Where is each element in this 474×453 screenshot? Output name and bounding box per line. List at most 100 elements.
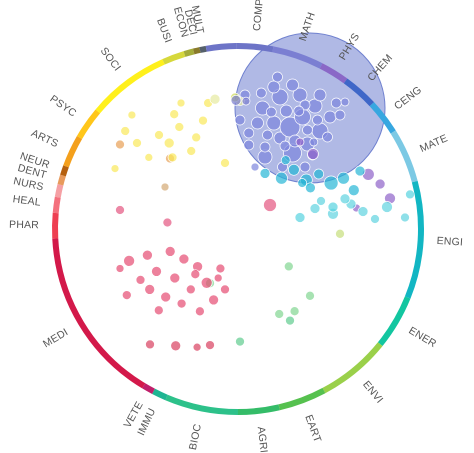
- data-bubble: [153, 305, 164, 316]
- data-bubble: [381, 201, 393, 213]
- data-bubble: [292, 87, 308, 103]
- data-bubble: [209, 93, 221, 105]
- ring-segment-econ: [183, 48, 195, 57]
- data-bubble: [169, 272, 181, 284]
- data-bubble: [334, 109, 346, 121]
- ring-segment-busi: [162, 51, 186, 65]
- ring-segment-engi: [404, 180, 424, 299]
- subject-label-eart: EART: [302, 413, 323, 444]
- data-bubble: [115, 139, 125, 150]
- data-bubble: [195, 306, 205, 317]
- subject-label-comp: COMP: [251, 0, 266, 31]
- data-bubble: [279, 140, 291, 152]
- data-bubble: [198, 115, 208, 126]
- data-bubble: [190, 269, 201, 280]
- subject-labels: COMP MATHPHYSCHEMCENGMATEENGIENERENVIEART…: [9, 0, 463, 453]
- data-bubble: [185, 284, 196, 295]
- subject-label-ener: ENER: [407, 325, 439, 351]
- data-bubble: [312, 114, 323, 126]
- data-bubble: [289, 306, 300, 317]
- subject-label-deci: DECI: [182, 8, 200, 36]
- data-bubble: [309, 203, 321, 214]
- ring-segment-arts: [63, 136, 83, 168]
- data-bubble: [230, 94, 242, 106]
- data-bubble: [316, 196, 326, 206]
- subject-label-mate: MATE: [418, 132, 450, 155]
- data-bubble: [330, 97, 342, 109]
- data-bubble: [208, 294, 219, 306]
- data-bubble: [191, 132, 202, 143]
- data-bubble: [370, 214, 380, 224]
- data-bubble: [178, 253, 190, 265]
- data-bubble: [265, 106, 277, 118]
- data-bubble: [164, 246, 176, 257]
- data-bubble: [115, 264, 125, 273]
- ring-segment-mate: [390, 130, 418, 183]
- data-bubble: [123, 255, 135, 267]
- data-bubble: [293, 105, 305, 117]
- data-bubble: [272, 71, 283, 83]
- data-bubble: [285, 315, 295, 326]
- data-bubble: [151, 266, 162, 277]
- data-bubble: [160, 291, 172, 303]
- bubble-layer: [110, 32, 415, 352]
- data-bubble: [135, 275, 146, 285]
- ring-segment-comp: [236, 43, 274, 53]
- data-bubble: [255, 87, 267, 99]
- ring-segment-math: [272, 46, 323, 69]
- data-bubble: [405, 189, 415, 200]
- data-bubble: [335, 228, 345, 239]
- data-bubble: [357, 206, 369, 217]
- data-bubble: [162, 217, 173, 228]
- data-bubble: [132, 138, 142, 148]
- data-bubble: [110, 164, 120, 173]
- data-bubble: [313, 168, 325, 180]
- data-bubble: [174, 122, 185, 132]
- ring-segment-comp: [205, 43, 237, 52]
- data-bubble: [220, 284, 230, 295]
- subject-label-mult: MULT: [189, 4, 206, 35]
- data-bubble: [302, 124, 313, 136]
- data-bubble: [259, 168, 271, 179]
- ring-segment-immu: [152, 388, 168, 401]
- ring-segment-eart: [278, 387, 326, 411]
- data-bubble: [115, 205, 125, 215]
- subject-label-bioc: BIOC: [187, 423, 204, 452]
- subject-label-phar: PHAR: [9, 219, 39, 232]
- data-bubble: [176, 298, 187, 309]
- data-bubble: [144, 284, 156, 295]
- data-bubble: [294, 212, 306, 223]
- ring-segment-vete: [142, 383, 155, 394]
- subject-label-ceng: CENG: [392, 84, 424, 112]
- data-bubble: [305, 182, 316, 194]
- data-bubble: [213, 273, 223, 283]
- subject-label-engi: ENGI: [436, 235, 463, 249]
- data-bubble: [262, 129, 273, 141]
- data-bubble: [327, 201, 339, 213]
- ring-segment-ener: [377, 296, 411, 347]
- ring-segment-agri: [237, 404, 280, 415]
- data-bubble: [220, 158, 230, 168]
- data-bubble: [205, 340, 215, 350]
- data-bubble: [374, 178, 386, 190]
- data-bubble: [192, 342, 202, 352]
- data-bubble: [121, 290, 132, 300]
- data-bubble: [234, 114, 246, 126]
- subject-label-busi: BUSI: [154, 17, 174, 45]
- data-bubble: [266, 115, 282, 131]
- data-bubble: [186, 146, 197, 156]
- data-bubble: [323, 175, 339, 191]
- ring-segment-phar: [52, 212, 59, 239]
- ring-segment-chem: [343, 78, 375, 107]
- ring-segment-envi: [322, 342, 383, 394]
- data-bubble: [280, 155, 291, 166]
- data-bubble: [215, 263, 226, 274]
- data-bubble: [288, 163, 300, 176]
- data-bubble: [250, 162, 260, 172]
- data-bubble: [243, 139, 255, 151]
- data-bubble: [274, 309, 285, 319]
- data-bubble: [313, 88, 327, 102]
- data-bubble: [273, 131, 287, 145]
- ring-segment-phys: [319, 63, 348, 84]
- data-bubble: [340, 97, 350, 107]
